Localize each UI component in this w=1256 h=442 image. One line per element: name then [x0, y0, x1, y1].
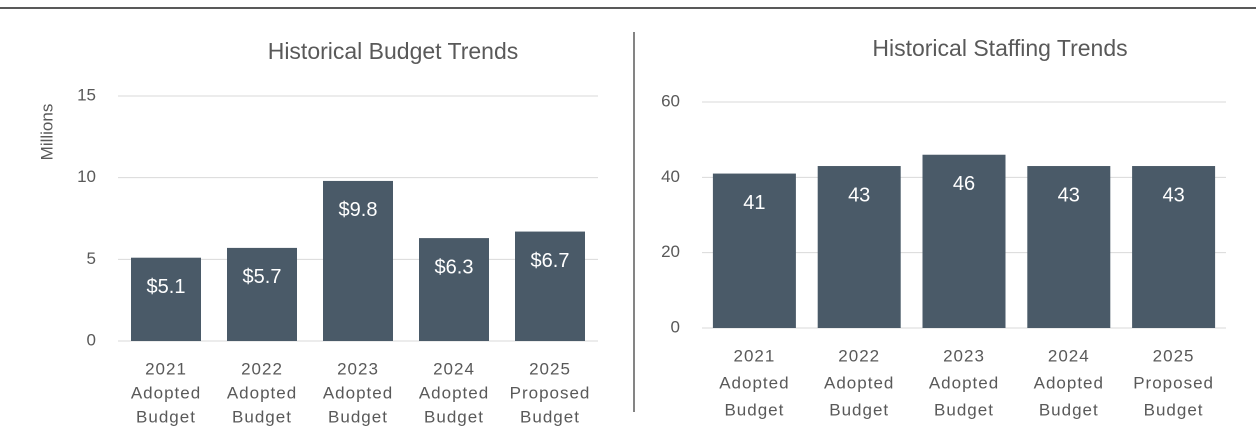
data-label: $5.7	[243, 266, 282, 288]
x-tick-label: Budget	[328, 407, 388, 426]
data-label: $6.7	[531, 250, 570, 272]
data-label: 43	[848, 184, 870, 206]
x-tick-label: Adopted	[719, 373, 789, 392]
x-tick-label: Adopted	[824, 373, 894, 392]
x-tick-label: Adopted	[131, 383, 201, 402]
bar	[515, 231, 585, 341]
x-tick-label: 2023	[943, 346, 985, 365]
bar	[1027, 166, 1111, 328]
bar	[1132, 166, 1216, 328]
bar	[419, 238, 489, 341]
x-tick-label: 2024	[1048, 346, 1090, 365]
x-tick-label: Budget	[520, 407, 580, 426]
x-tick-label: Budget	[1039, 400, 1099, 419]
data-label: $9.8	[339, 199, 378, 221]
x-tick-label: Budget	[934, 400, 994, 419]
x-tick-label: 2025	[529, 359, 571, 378]
x-tick-label: 2024	[433, 359, 475, 378]
x-tick-label: Budget	[232, 407, 292, 426]
y-tick-label: 40	[661, 167, 680, 186]
x-tick-label: Proposed	[510, 383, 591, 402]
y-tick-label: 60	[661, 91, 680, 110]
data-label: 41	[743, 192, 765, 214]
y-tick-label: 10	[77, 167, 96, 186]
x-tick-label: 2021	[733, 346, 775, 365]
y-tick-label: 20	[661, 242, 680, 261]
data-label: 43	[1162, 184, 1184, 206]
x-tick-label: Proposed	[1133, 373, 1214, 392]
x-tick-label: Budget	[136, 407, 196, 426]
x-tick-label: Adopted	[419, 383, 489, 402]
y-axis-label: Millions	[37, 104, 56, 161]
x-tick-label: Adopted	[323, 383, 393, 402]
bar	[817, 166, 901, 328]
bar	[131, 257, 201, 341]
x-tick-label: 2025	[1153, 346, 1195, 365]
bar	[712, 173, 796, 328]
x-tick-label: Adopted	[929, 373, 999, 392]
data-label: 43	[1058, 184, 1080, 206]
bar	[922, 154, 1006, 328]
y-tick-label: 0	[671, 317, 680, 336]
bar	[323, 180, 393, 341]
data-label: $6.3	[435, 256, 474, 278]
bar	[227, 247, 297, 341]
x-tick-label: Budget	[829, 400, 889, 419]
x-tick-label: Budget	[424, 407, 484, 426]
chart-title: Historical Staffing Trends	[872, 35, 1127, 61]
x-tick-label: Adopted	[1034, 373, 1104, 392]
x-tick-label: Budget	[1144, 400, 1204, 419]
x-tick-label: Adopted	[227, 383, 297, 402]
chart-title: Historical Budget Trends	[268, 38, 519, 64]
data-label: $5.1	[147, 276, 186, 298]
data-label: 46	[953, 173, 975, 195]
y-tick-label: 0	[87, 330, 96, 349]
y-tick-label: 5	[87, 249, 96, 268]
x-tick-label: 2023	[337, 359, 379, 378]
x-tick-label: Budget	[724, 400, 784, 419]
y-tick-label: 15	[77, 85, 96, 104]
x-tick-label: 2021	[145, 359, 187, 378]
x-tick-label: 2022	[838, 346, 880, 365]
x-tick-label: 2022	[241, 359, 283, 378]
